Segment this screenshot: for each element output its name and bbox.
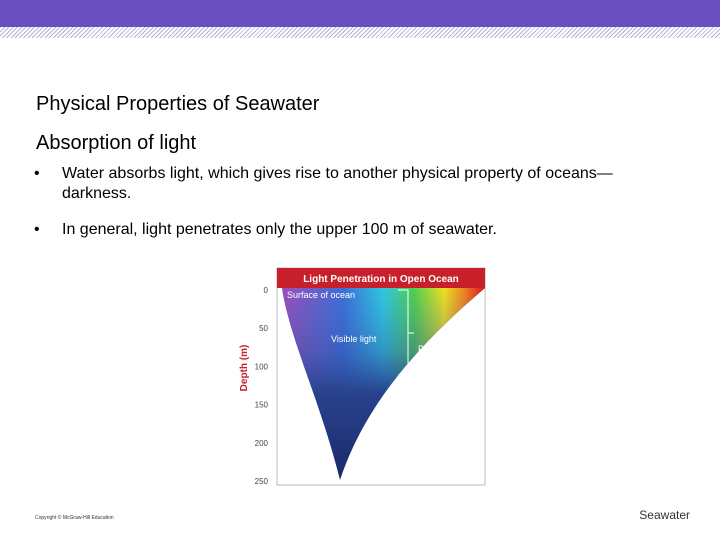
depth-tick: 200 [255,439,269,448]
depth-tick: 50 [259,324,268,333]
hatch-band [0,27,720,38]
annotation: Photosynthesis occurs in this zone [418,344,480,376]
title: Physical Properties of Seawater [36,93,320,115]
figure-title: Light Penetration in Open Ocean [303,274,459,285]
bullet-dot: • [34,165,40,182]
bullet-text: In general, light penetrates only the up… [62,221,497,238]
bullet-dot: • [34,221,40,238]
depth-tick: 0 [264,286,269,295]
depth-tick: 250 [255,477,269,486]
depth-tick: 150 [255,401,269,410]
depth-tick: 100 [255,362,269,371]
axis-label: Depth (m) [239,345,250,392]
subtitle: Absorption of light [36,132,197,154]
bullet-text: Water absorbs light, which gives rise to… [62,165,613,202]
footer-label: Seawater [639,508,690,522]
annotation: Surface of ocean [287,290,356,300]
annotation: Visible light [331,334,377,344]
top-bar [0,0,720,27]
zone-bracket [398,289,414,376]
copyright: Copyright © McGraw-Hill Education [35,515,114,521]
figure-header [277,268,485,288]
